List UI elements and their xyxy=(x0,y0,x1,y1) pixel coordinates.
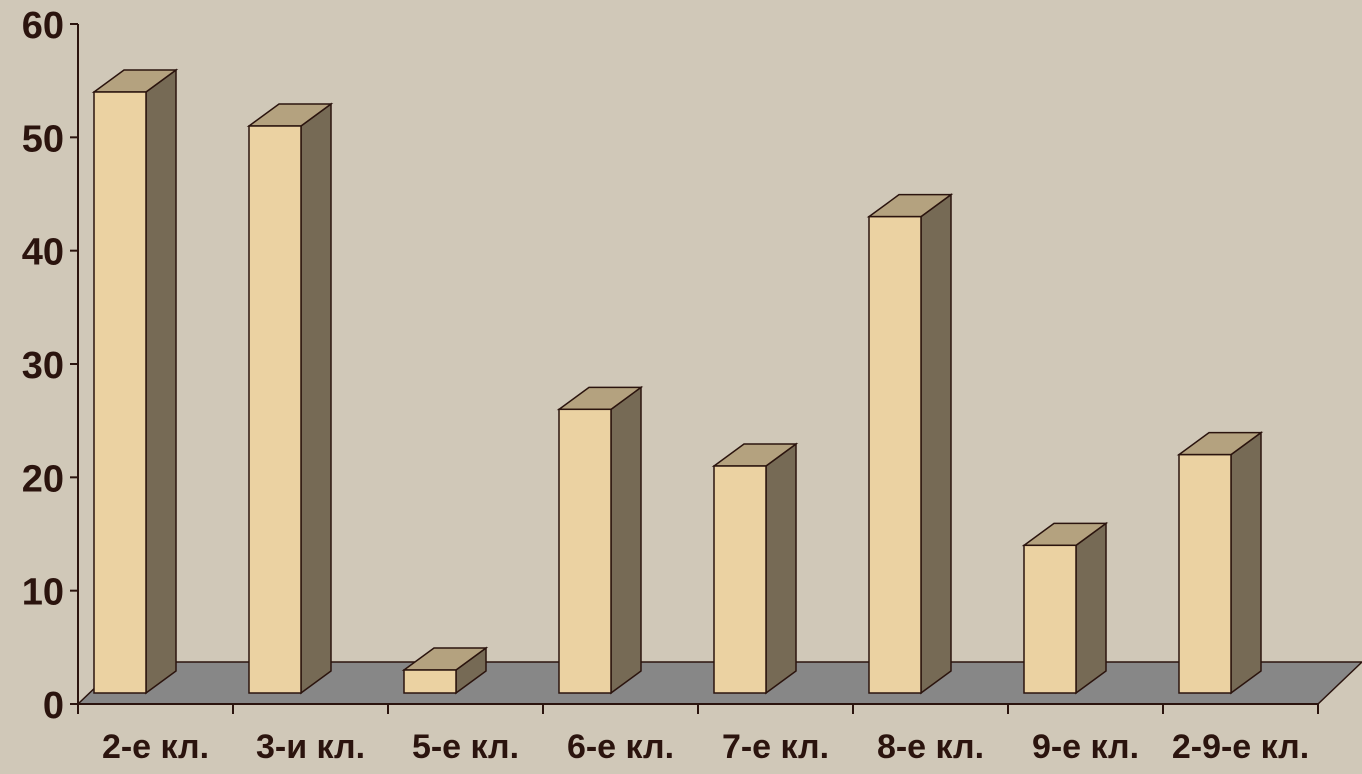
bar-front-face xyxy=(713,465,767,694)
bar-front-face xyxy=(248,125,302,694)
y-tick-label: 40 xyxy=(22,232,64,274)
bar xyxy=(1176,431,1264,695)
bar xyxy=(556,385,644,695)
bar-front-face xyxy=(1023,544,1077,694)
bar-side-face xyxy=(765,442,797,695)
bar-front-face xyxy=(403,669,457,694)
bar-side-face xyxy=(145,68,177,695)
y-tick-label: 20 xyxy=(22,458,64,500)
y-tick-label: 50 xyxy=(22,118,64,160)
x-tick-label: 2-9-е кл. xyxy=(1172,728,1309,766)
bar-front-face xyxy=(93,91,147,694)
x-tick-label: 7-е кл. xyxy=(722,728,829,766)
bar-side-face xyxy=(610,385,642,695)
y-tick-label: 10 xyxy=(22,572,64,614)
chart-labels-layer: 0 10 20 30 40 50 60 2-е кл. 3-и кл. 5-е кл. 6-е кл… xyxy=(22,5,1309,766)
y-tick-label: 0 xyxy=(43,685,64,727)
bar xyxy=(866,193,954,695)
x-tick-label: 5-е кл. xyxy=(412,728,519,766)
bar xyxy=(401,646,489,695)
y-tick-label: 30 xyxy=(22,345,64,387)
bar-side-face xyxy=(1230,431,1262,695)
bar-side-face xyxy=(300,102,332,695)
bar-side-face xyxy=(1075,521,1107,695)
chart-bars-layer xyxy=(91,68,1264,695)
bar-front-face xyxy=(558,408,612,694)
bar-front-face xyxy=(1178,453,1232,694)
x-tick-label: 3-и кл. xyxy=(256,728,365,766)
bar-side-face xyxy=(920,193,952,695)
bar xyxy=(246,102,334,695)
x-tick-label: 9-е кл. xyxy=(1032,728,1139,766)
x-tick-label: 8-е кл. xyxy=(877,728,984,766)
x-tick-label: 2-е кл. xyxy=(102,728,209,766)
bar xyxy=(1021,521,1109,695)
bar xyxy=(91,68,179,695)
bar xyxy=(711,442,799,695)
chart-axis-layer xyxy=(70,23,1319,714)
y-tick-label: 60 xyxy=(22,5,64,47)
bar-front-face xyxy=(868,215,922,694)
x-tick-label: 6-е кл. xyxy=(567,728,674,766)
